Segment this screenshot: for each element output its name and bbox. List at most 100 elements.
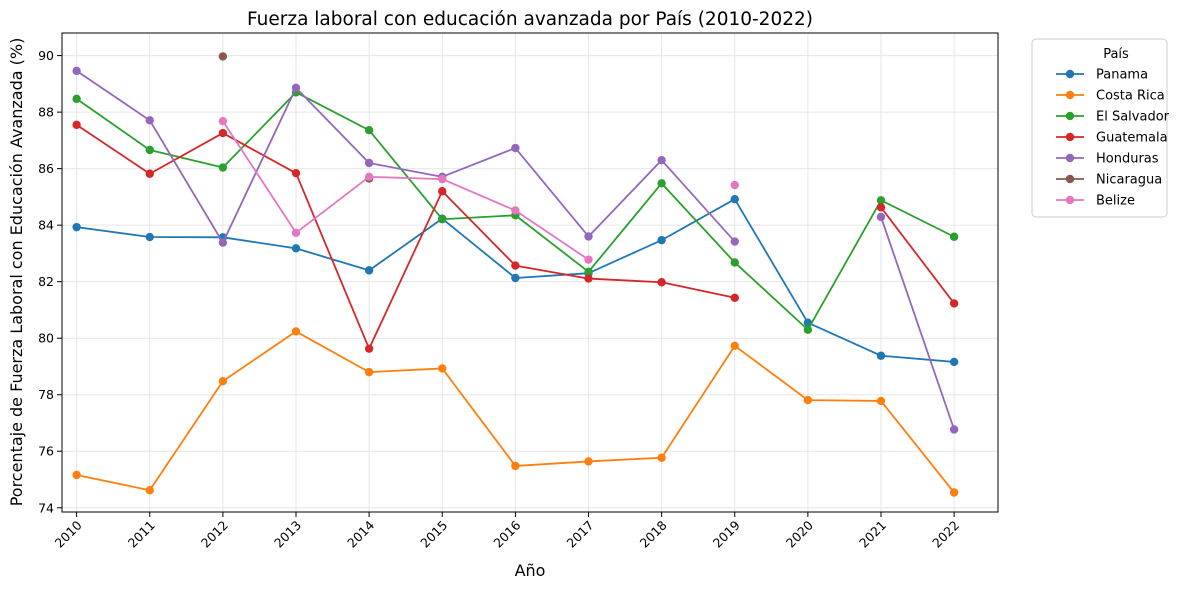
data-point bbox=[876, 203, 886, 212]
data-point bbox=[511, 461, 520, 471]
data-point bbox=[511, 206, 520, 215]
series-el-salvador bbox=[72, 88, 959, 334]
legend-item: Panama bbox=[1056, 68, 1148, 83]
legend-swatch-marker bbox=[1065, 90, 1075, 100]
data-point bbox=[218, 376, 228, 386]
data-point bbox=[876, 196, 886, 205]
legend-swatch-marker bbox=[1065, 153, 1075, 163]
y-tick-label: 74 bbox=[38, 500, 54, 515]
data-point bbox=[657, 155, 666, 165]
data-point bbox=[145, 169, 154, 178]
data-point bbox=[291, 244, 301, 253]
legend-item: Guatemala bbox=[1056, 131, 1168, 146]
data-point bbox=[145, 116, 154, 125]
data-point bbox=[218, 116, 228, 126]
data-point bbox=[730, 258, 739, 267]
data-point bbox=[364, 158, 374, 168]
data-point bbox=[145, 486, 154, 495]
legend-label: Nicaragua bbox=[1096, 173, 1162, 188]
legend-items: Panama Costa Rica El Salvador Guatemala Hond… bbox=[1056, 68, 1170, 209]
data-point bbox=[584, 274, 593, 283]
data-point bbox=[949, 299, 959, 308]
data-point bbox=[72, 94, 81, 104]
y-tick-label: 82 bbox=[38, 274, 54, 289]
data-point bbox=[218, 52, 228, 61]
legend-item: Costa Rica bbox=[1056, 89, 1165, 104]
legend-label: Panama bbox=[1096, 68, 1148, 83]
series-guatemala bbox=[72, 120, 959, 353]
legend-item: Nicaragua bbox=[1056, 173, 1162, 188]
y-tick-label: 86 bbox=[38, 161, 54, 176]
series-line bbox=[76, 124, 735, 350]
data-point bbox=[949, 425, 959, 434]
y-tick-label: 90 bbox=[38, 48, 54, 63]
data-point bbox=[730, 237, 739, 246]
data-point bbox=[145, 232, 154, 242]
data-point bbox=[584, 232, 593, 241]
data-point bbox=[730, 194, 739, 204]
data-point bbox=[657, 179, 666, 188]
data-point bbox=[364, 172, 374, 182]
data-point bbox=[803, 325, 813, 334]
series-line bbox=[222, 120, 590, 261]
data-point bbox=[438, 187, 447, 196]
data-point bbox=[876, 396, 886, 406]
data-point bbox=[949, 357, 959, 367]
legend-label: Belize bbox=[1096, 194, 1135, 209]
data-point bbox=[584, 255, 593, 264]
series-panama bbox=[72, 194, 959, 367]
data-point bbox=[730, 293, 739, 302]
data-point bbox=[511, 273, 520, 283]
series-line bbox=[76, 70, 736, 244]
data-point bbox=[730, 180, 739, 190]
data-point bbox=[364, 344, 374, 353]
data-point bbox=[364, 266, 374, 275]
data-point bbox=[657, 235, 666, 245]
data-point bbox=[218, 163, 228, 172]
data-point bbox=[584, 267, 593, 276]
legend-item: El Salvador bbox=[1056, 110, 1170, 125]
data-point bbox=[584, 457, 593, 466]
y-axis: 74 76 78 80 82 84 86 88 90 bbox=[38, 48, 62, 515]
data-point bbox=[438, 364, 447, 373]
data-point bbox=[730, 341, 739, 351]
series-line bbox=[880, 216, 955, 430]
series-costa-rica bbox=[72, 327, 959, 497]
legend-title: País bbox=[1103, 47, 1129, 62]
y-axis-title: Porcentaje de Fuerza Laboral con Educaci… bbox=[7, 38, 26, 507]
data-point bbox=[72, 120, 81, 130]
legend-swatch-marker bbox=[1065, 174, 1075, 184]
data-point bbox=[438, 215, 447, 224]
data-point bbox=[803, 395, 813, 405]
data-point bbox=[291, 168, 301, 178]
data-point bbox=[949, 232, 959, 241]
y-tick-label: 78 bbox=[38, 387, 54, 402]
legend-label: Guatemala bbox=[1096, 131, 1168, 146]
legend-swatch-marker bbox=[1065, 111, 1075, 121]
data-point bbox=[291, 327, 301, 336]
data-point bbox=[72, 470, 81, 480]
y-tick-label: 76 bbox=[38, 444, 54, 459]
legend-label: Honduras bbox=[1096, 152, 1159, 167]
data-point bbox=[218, 238, 228, 247]
data-point bbox=[364, 367, 374, 377]
data-point bbox=[72, 222, 81, 232]
series-layer bbox=[72, 52, 959, 497]
legend-swatch-marker bbox=[1065, 69, 1075, 79]
grid bbox=[62, 33, 998, 512]
data-point bbox=[876, 351, 886, 360]
data-point bbox=[218, 128, 228, 138]
data-point bbox=[511, 143, 520, 153]
legend-swatch-marker bbox=[1065, 132, 1075, 142]
data-point bbox=[291, 83, 301, 93]
data-point bbox=[291, 228, 301, 237]
data-point bbox=[876, 212, 886, 222]
plot-frame bbox=[61, 32, 999, 513]
series-line bbox=[880, 206, 955, 304]
data-point bbox=[72, 66, 81, 76]
legend: País Panama Costa Rica El Salvador Guatemal… bbox=[1031, 38, 1170, 218]
legend-item: Honduras bbox=[1056, 152, 1159, 167]
series-belize bbox=[218, 116, 739, 264]
